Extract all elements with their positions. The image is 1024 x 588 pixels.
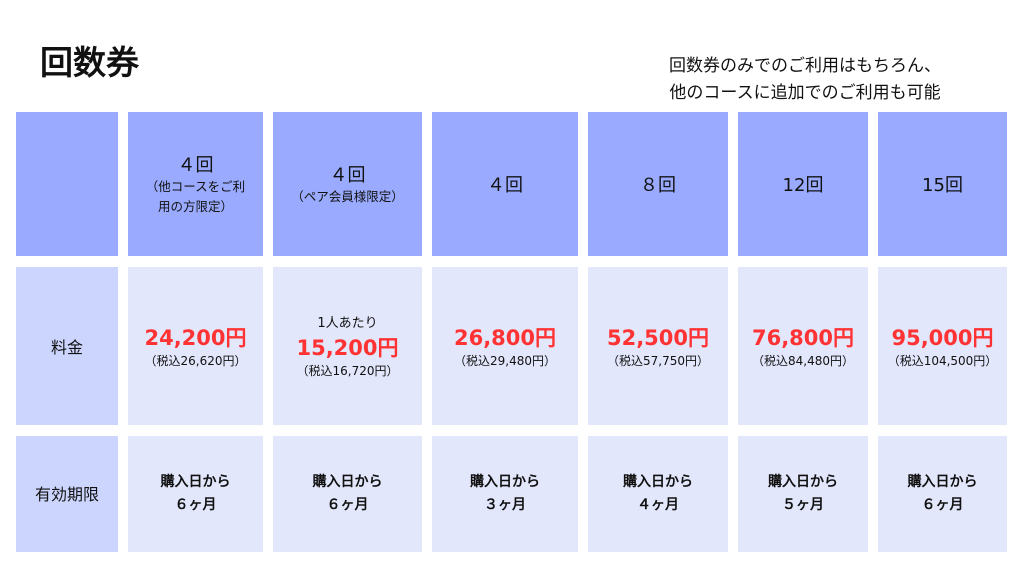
price-cell: 1人あたり 15,200円 （税込16,720円） <box>273 267 422 425</box>
validity-line: ６ヶ月 <box>174 497 217 513</box>
price-cell: 95,000円 （税込104,500円） <box>878 267 1007 425</box>
page-title: 回数券 <box>40 43 139 82</box>
column-header: ４回 （他コースをご利 用の方限定） <box>128 112 263 256</box>
ticket-note: （ペア会員様限定） <box>291 189 404 204</box>
ticket-count: ４回 <box>329 165 366 186</box>
price-cell: 24,200円 （税込26,620円） <box>128 267 263 425</box>
price: 76,800円 <box>751 325 855 350</box>
validity-line: ３ヶ月 <box>484 497 526 513</box>
price-cell: 26,800円 （税込29,480円） <box>432 267 578 425</box>
validity-line: 購入日から <box>312 474 383 490</box>
ticket-count: 15回 <box>922 175 963 196</box>
subtitle-line: 回数券のみでのご利用はもちろん、 <box>669 56 941 76</box>
validity-cell: 購入日から ６ヶ月 <box>878 436 1007 552</box>
price: 95,000円 <box>891 325 994 350</box>
subtitle: 回数券のみでのご利用はもちろん、 他のコースに追加でのご利用も可能 <box>620 53 990 107</box>
price-tax-included: （税込84,480円） <box>752 353 854 368</box>
validity-cell: 購入日から ５ヶ月 <box>738 436 868 552</box>
price-cell: 52,500円 （税込57,750円） <box>588 267 728 425</box>
ticket-count: ８回 <box>640 175 676 196</box>
validity-cell: 購入日から ６ヶ月 <box>273 436 422 552</box>
validity-line: ６ヶ月 <box>921 497 964 513</box>
row-label-validity: 有効期限 <box>16 436 118 552</box>
price-tax-included: （税込29,480円） <box>454 353 556 368</box>
validity-cell: 購入日から ４ヶ月 <box>588 436 728 552</box>
price-cell: 76,800円 （税込84,480円） <box>738 267 868 425</box>
column-header: 15回 <box>878 112 1007 256</box>
validity-line: ４ヶ月 <box>637 497 679 513</box>
price-tax-included: （税込16,720円） <box>296 363 399 378</box>
validity-cell: 購入日から ６ヶ月 <box>128 436 263 552</box>
price: 15,200円 <box>296 335 399 360</box>
header-corner <box>16 112 118 256</box>
subtitle-line: 他のコースに追加でのご利用も可能 <box>669 83 941 103</box>
ticket-count: ４回 <box>177 155 214 176</box>
validity-line: 購入日から <box>623 474 693 490</box>
validity-line: 購入日から <box>470 474 540 490</box>
column-header: ４回 （ペア会員様限定） <box>273 112 422 256</box>
price-tax-included: （税込104,500円） <box>887 353 998 368</box>
column-header: 12回 <box>738 112 868 256</box>
validity-line: 購入日から <box>768 474 838 490</box>
price: 52,500円 <box>606 325 710 350</box>
validity-line: 購入日から <box>907 474 978 490</box>
column-header: ４回 <box>432 112 578 256</box>
ticket-note: （他コースをご利 用の方限定） <box>145 179 246 214</box>
ticket-count: ４回 <box>487 175 523 196</box>
validity-line: 購入日から <box>160 474 231 490</box>
price: 24,200円 <box>144 325 247 350</box>
price: 26,800円 <box>453 325 557 350</box>
validity-line: ５ヶ月 <box>782 497 824 513</box>
validity-line: ６ヶ月 <box>326 497 369 513</box>
per-person-label: 1人あたり <box>317 315 378 331</box>
row-label-price: 料金 <box>16 267 118 425</box>
price-tax-included: （税込26,620円） <box>144 353 247 368</box>
column-header: ８回 <box>588 112 728 256</box>
ticket-count: 12回 <box>782 175 824 196</box>
validity-cell: 購入日から ３ヶ月 <box>432 436 578 552</box>
price-tax-included: （税込57,750円） <box>607 353 709 368</box>
